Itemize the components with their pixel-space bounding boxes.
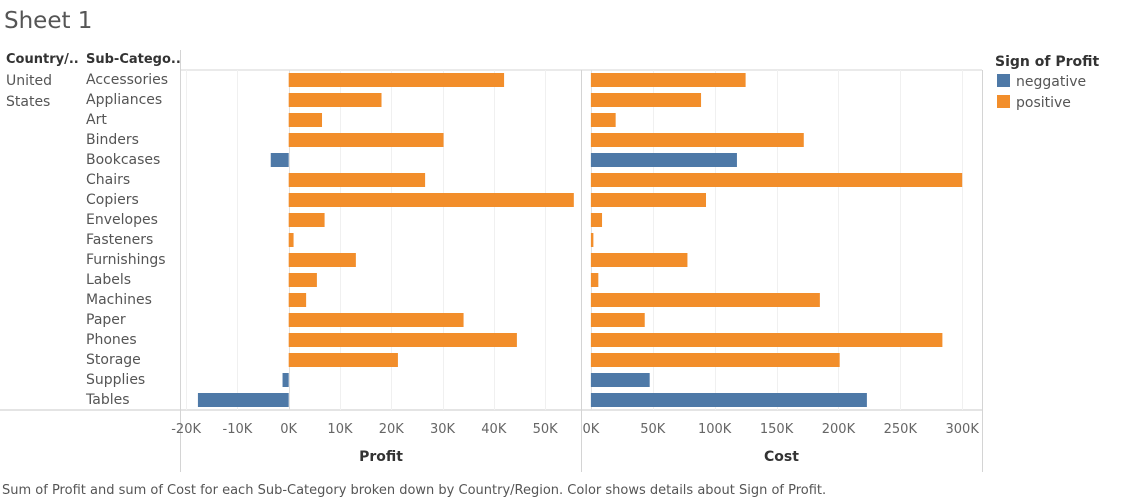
- sheet-title: Sheet 1: [4, 8, 93, 34]
- subcategory-label: Appliances: [86, 92, 163, 108]
- bar-profit-labels: [288, 273, 317, 287]
- bar-cost-tables: [590, 393, 867, 407]
- subcategory-label: Bookcases: [86, 152, 161, 168]
- subcategory-label: Art: [86, 112, 107, 128]
- subcategory-label: Binders: [86, 132, 139, 148]
- bar-cost-phones: [590, 333, 943, 347]
- x-tick-label: 150K: [760, 422, 794, 437]
- bar-profit-envelopes: [288, 213, 325, 227]
- subcategory-label: Phones: [86, 332, 137, 348]
- bar-profit-phones: [288, 333, 517, 347]
- subcategory-label: Supplies: [86, 372, 146, 388]
- subcategory-label: Labels: [86, 272, 132, 288]
- subcategory-label: Furnishings: [86, 252, 166, 268]
- bar-cost-furnishings: [590, 253, 688, 267]
- bar-profit-bookcases: [270, 153, 289, 167]
- bar-profit-chairs: [288, 173, 426, 187]
- country-label-line1: United: [6, 73, 52, 89]
- bar-cost-copiers: [590, 193, 707, 207]
- column-header-country[interactable]: Country/..: [6, 52, 79, 67]
- legend-item-positive[interactable]: positive: [997, 95, 1071, 111]
- bar-cost-storage: [590, 353, 840, 367]
- x-tick-label: 100K: [698, 422, 732, 437]
- x-tick-label: 250K: [884, 422, 918, 437]
- x-tick-label: 40K: [481, 422, 507, 437]
- bar-profit-furnishings: [288, 253, 356, 267]
- country-label-line2: States: [6, 94, 51, 110]
- bar-profit-accessories: [288, 73, 505, 87]
- legend-label-positive: positive: [1016, 95, 1071, 111]
- bar-profit-binders: [288, 133, 444, 147]
- bar-profit-copiers: [288, 193, 574, 207]
- x-tick-label: 200K: [822, 422, 856, 437]
- bar-cost-binders: [590, 133, 804, 147]
- x-tick-label: -10K: [223, 422, 253, 437]
- x-tick-label: 10K: [327, 422, 353, 437]
- subcategory-label: Envelopes: [86, 212, 158, 228]
- bar-profit-paper: [288, 313, 464, 327]
- legend-swatch-positive: [997, 95, 1010, 108]
- bar-profit-machines: [288, 293, 307, 307]
- axis-title-cost: Cost: [764, 449, 799, 465]
- bar-profit-supplies: [282, 373, 289, 387]
- bar-cost-art: [590, 113, 616, 127]
- subcategory-label: Paper: [86, 312, 126, 328]
- bar-profit-art: [288, 113, 323, 127]
- bar-cost-labels: [590, 273, 599, 287]
- legend-title: Sign of Profit: [995, 54, 1100, 70]
- bar-cost-bookcases: [590, 153, 737, 167]
- subcategory-label: Copiers: [86, 192, 139, 208]
- legend-label-neggative: neggative: [1016, 74, 1087, 90]
- axis-title-profit: Profit: [359, 449, 403, 465]
- subcategory-label: Machines: [86, 292, 152, 308]
- legend-swatch-neggative: [997, 74, 1010, 87]
- x-tick-label: 0K: [583, 422, 600, 437]
- bar-cost-accessories: [590, 73, 746, 87]
- bar-cost-chairs: [590, 173, 963, 187]
- subcategory-label: Storage: [86, 352, 141, 368]
- bar-cost-supplies: [590, 373, 650, 387]
- x-tick-label: 30K: [430, 422, 456, 437]
- legend-item-neggative[interactable]: neggative: [997, 74, 1086, 90]
- x-tick-label: 20K: [379, 422, 405, 437]
- x-tick-label: 300K: [946, 422, 980, 437]
- bar-profit-appliances: [288, 93, 382, 107]
- x-tick-label: 50K: [640, 422, 666, 437]
- subcategory-label: Accessories: [86, 72, 169, 88]
- chart-caption: Sum of Profit and sum of Cost for each S…: [2, 483, 827, 498]
- bar-cost-paper: [590, 313, 645, 327]
- column-header-subcategory[interactable]: Sub-Catego..: [86, 52, 181, 67]
- x-tick-label: -20K: [171, 422, 201, 437]
- bar-profit-storage: [288, 353, 398, 367]
- bar-cost-appliances: [590, 93, 702, 107]
- subcategory-label: Fasteners: [86, 232, 154, 248]
- bar-cost-envelopes: [590, 213, 603, 227]
- bar-cost-machines: [590, 293, 820, 307]
- subcategory-label: Tables: [86, 392, 130, 408]
- x-tick-label: 0K: [280, 422, 297, 437]
- subcategory-label: Chairs: [86, 172, 131, 188]
- x-tick-label: 50K: [533, 422, 559, 437]
- bar-profit-tables: [197, 393, 289, 407]
- bar-cost-fasteners: [590, 233, 594, 247]
- bar-profit-fasteners: [288, 233, 294, 247]
